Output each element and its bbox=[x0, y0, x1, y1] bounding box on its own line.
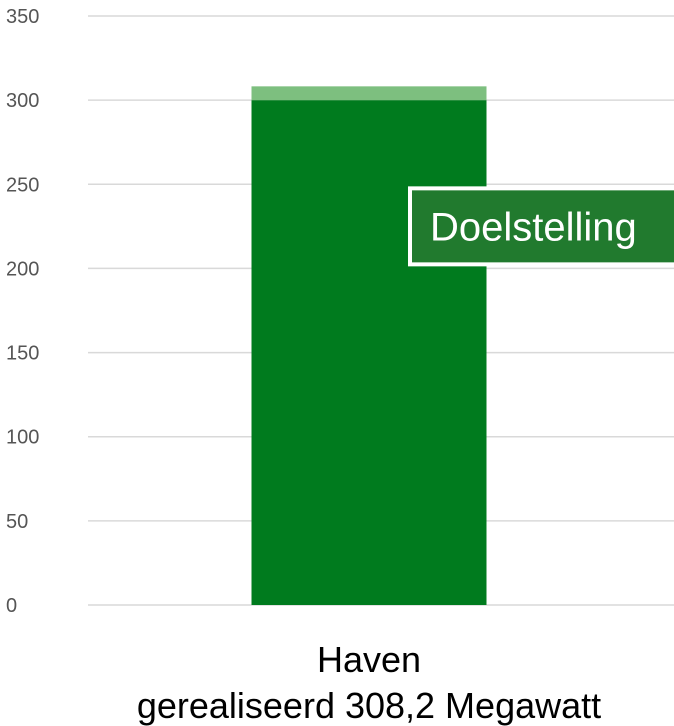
y-tick-label-200: 200 bbox=[6, 258, 39, 280]
target-annotation: Doelstelling bbox=[408, 186, 674, 267]
y-tick-label-350: 350 bbox=[6, 6, 39, 28]
y-tick-label-300: 300 bbox=[6, 90, 39, 112]
y-tick-label-150: 150 bbox=[6, 343, 39, 365]
target-annotation-label: Doelstelling bbox=[430, 205, 637, 249]
y-tick-label-0: 0 bbox=[6, 595, 17, 617]
y-tick-label-50: 50 bbox=[6, 511, 28, 533]
y-axis-ticks: 0 50 100 150 200 250 300 350 bbox=[6, 6, 39, 617]
bar-haven-segment-0 bbox=[251, 100, 487, 606]
y-tick-label-100: 100 bbox=[6, 427, 39, 449]
bars bbox=[251, 86, 487, 606]
category-sublabel-haven: gerealiseerd 308,2 Megawatt bbox=[137, 685, 601, 726]
x-axis-labels: Haven gerealiseerd 308,2 Megawatt bbox=[137, 639, 601, 726]
category-label-haven: Haven bbox=[317, 639, 421, 680]
y-tick-label-250: 250 bbox=[6, 174, 39, 196]
target-annotation-box bbox=[408, 186, 674, 267]
bar-haven-segment-1 bbox=[251, 86, 487, 101]
